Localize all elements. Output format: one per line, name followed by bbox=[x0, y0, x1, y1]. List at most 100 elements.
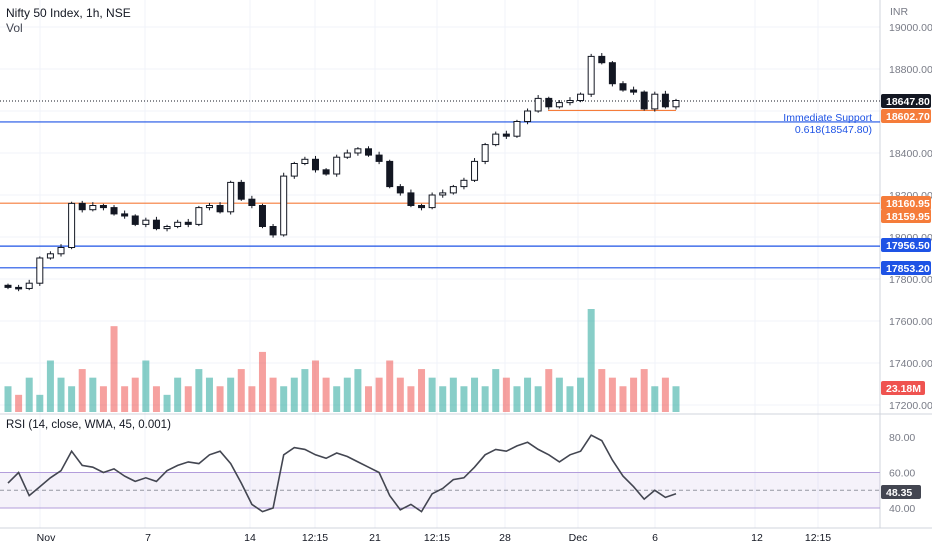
rsi-line bbox=[7, 434, 677, 513]
candle-body bbox=[661, 93, 669, 108]
volume-bar bbox=[36, 394, 44, 412]
candle-body bbox=[15, 286, 23, 290]
candle-body bbox=[608, 62, 616, 85]
volume-bar bbox=[184, 386, 192, 412]
volume-bar bbox=[68, 386, 76, 412]
candle-body bbox=[68, 202, 76, 248]
candle-body bbox=[619, 83, 627, 91]
volume-bar bbox=[15, 394, 23, 412]
volume-bar bbox=[110, 326, 118, 412]
volume-bar bbox=[577, 377, 585, 412]
volume-bars bbox=[4, 309, 680, 412]
volume-bar bbox=[471, 377, 479, 412]
price-tag bbox=[881, 196, 931, 210]
candle-body bbox=[301, 158, 309, 165]
volume-bar bbox=[545, 369, 553, 412]
price-tick-label: 17200.00 bbox=[889, 400, 932, 412]
volume-bar bbox=[301, 369, 309, 412]
candle-body bbox=[78, 202, 86, 211]
volume-bar bbox=[407, 386, 415, 412]
candle-body bbox=[4, 284, 12, 288]
candle-body bbox=[555, 102, 563, 108]
volume-bar bbox=[248, 386, 256, 412]
candle-body bbox=[386, 160, 394, 188]
time-tick-label: 21 bbox=[369, 532, 381, 544]
rsi-tick-label: 60.00 bbox=[889, 468, 915, 480]
volume-bar bbox=[630, 377, 638, 412]
rsi-tag bbox=[881, 485, 921, 499]
volume-bar bbox=[566, 386, 574, 412]
candle-body bbox=[598, 55, 606, 64]
volume-legend[interactable]: Vol bbox=[6, 21, 23, 35]
time-tick-label: 7 bbox=[145, 532, 151, 544]
candle-body bbox=[672, 100, 680, 108]
volume-bar bbox=[290, 377, 298, 412]
candle-body bbox=[280, 175, 288, 236]
volume-bar bbox=[258, 351, 266, 412]
time-tick-label: 6 bbox=[652, 532, 658, 544]
candle-body bbox=[322, 169, 330, 175]
candle-body bbox=[227, 181, 235, 213]
candle-body bbox=[174, 221, 182, 228]
price-tag bbox=[881, 209, 931, 223]
price-tag-label: 17853.20 bbox=[886, 263, 930, 275]
volume-bar bbox=[672, 386, 680, 412]
candle-body bbox=[449, 186, 457, 194]
candle-body bbox=[524, 110, 532, 122]
volume-bar bbox=[343, 377, 351, 412]
price-axis[interactable]: INR19000.0018800.0018400.0018200.0018000… bbox=[881, 6, 932, 515]
volume-bar bbox=[608, 377, 616, 412]
time-tick-label: 12:15 bbox=[805, 532, 831, 544]
volume-bar bbox=[587, 309, 595, 412]
candle-body bbox=[534, 97, 542, 112]
volume-tag bbox=[881, 381, 925, 395]
candle-body bbox=[46, 253, 54, 259]
time-axis[interactable]: Nov 7 14 12:15 21 12:15 28 Dec 6 12 12:15 bbox=[37, 532, 832, 544]
volume-bar bbox=[216, 386, 224, 412]
price-tag-label: 18602.70 bbox=[886, 111, 930, 123]
volume-bar bbox=[481, 386, 489, 412]
candle-body bbox=[290, 163, 298, 177]
candle-body bbox=[513, 121, 521, 137]
grid bbox=[0, 0, 932, 529]
volume-bar bbox=[375, 377, 383, 412]
volume-bar bbox=[237, 369, 245, 412]
candle-body bbox=[471, 160, 479, 181]
time-tick-label: 12 bbox=[751, 532, 763, 544]
candle-body bbox=[566, 100, 574, 104]
chart-title[interactable]: Nifty 50 Index, 1h, NSE bbox=[6, 6, 131, 20]
volume-bar bbox=[152, 386, 160, 412]
candle-body bbox=[365, 148, 373, 156]
volume-bar bbox=[651, 386, 659, 412]
price-candles bbox=[4, 53, 680, 292]
volume-bar bbox=[4, 386, 12, 412]
price-tag bbox=[881, 261, 931, 275]
price-tag-label: 17956.50 bbox=[886, 240, 930, 252]
candle-body bbox=[163, 226, 171, 230]
volume-bar bbox=[598, 369, 606, 412]
candle-body bbox=[184, 221, 192, 225]
volume-bar bbox=[227, 377, 235, 412]
time-tick-label: 12:15 bbox=[424, 532, 450, 544]
candle-body bbox=[25, 282, 33, 289]
candle-body bbox=[428, 194, 436, 209]
time-tick-label: 12:15 bbox=[302, 532, 328, 544]
volume-bar bbox=[195, 369, 203, 412]
volume-bar bbox=[78, 369, 86, 412]
volume-bar bbox=[502, 377, 510, 412]
candle-body bbox=[630, 89, 638, 93]
volume-bar bbox=[524, 377, 532, 412]
volume-bar bbox=[513, 386, 521, 412]
candle-body bbox=[36, 257, 44, 284]
price-tick-label: 17800.00 bbox=[889, 274, 932, 286]
candle-body bbox=[131, 215, 139, 225]
volume-bar bbox=[418, 369, 426, 412]
volume-bar bbox=[661, 377, 669, 412]
candle-body bbox=[142, 219, 150, 225]
volume-bar bbox=[640, 369, 648, 412]
rsi-legend[interactable]: RSI (14, close, WMA, 45, 0.001) bbox=[6, 419, 171, 431]
volume-bar bbox=[428, 377, 436, 412]
volume-bar bbox=[449, 377, 457, 412]
